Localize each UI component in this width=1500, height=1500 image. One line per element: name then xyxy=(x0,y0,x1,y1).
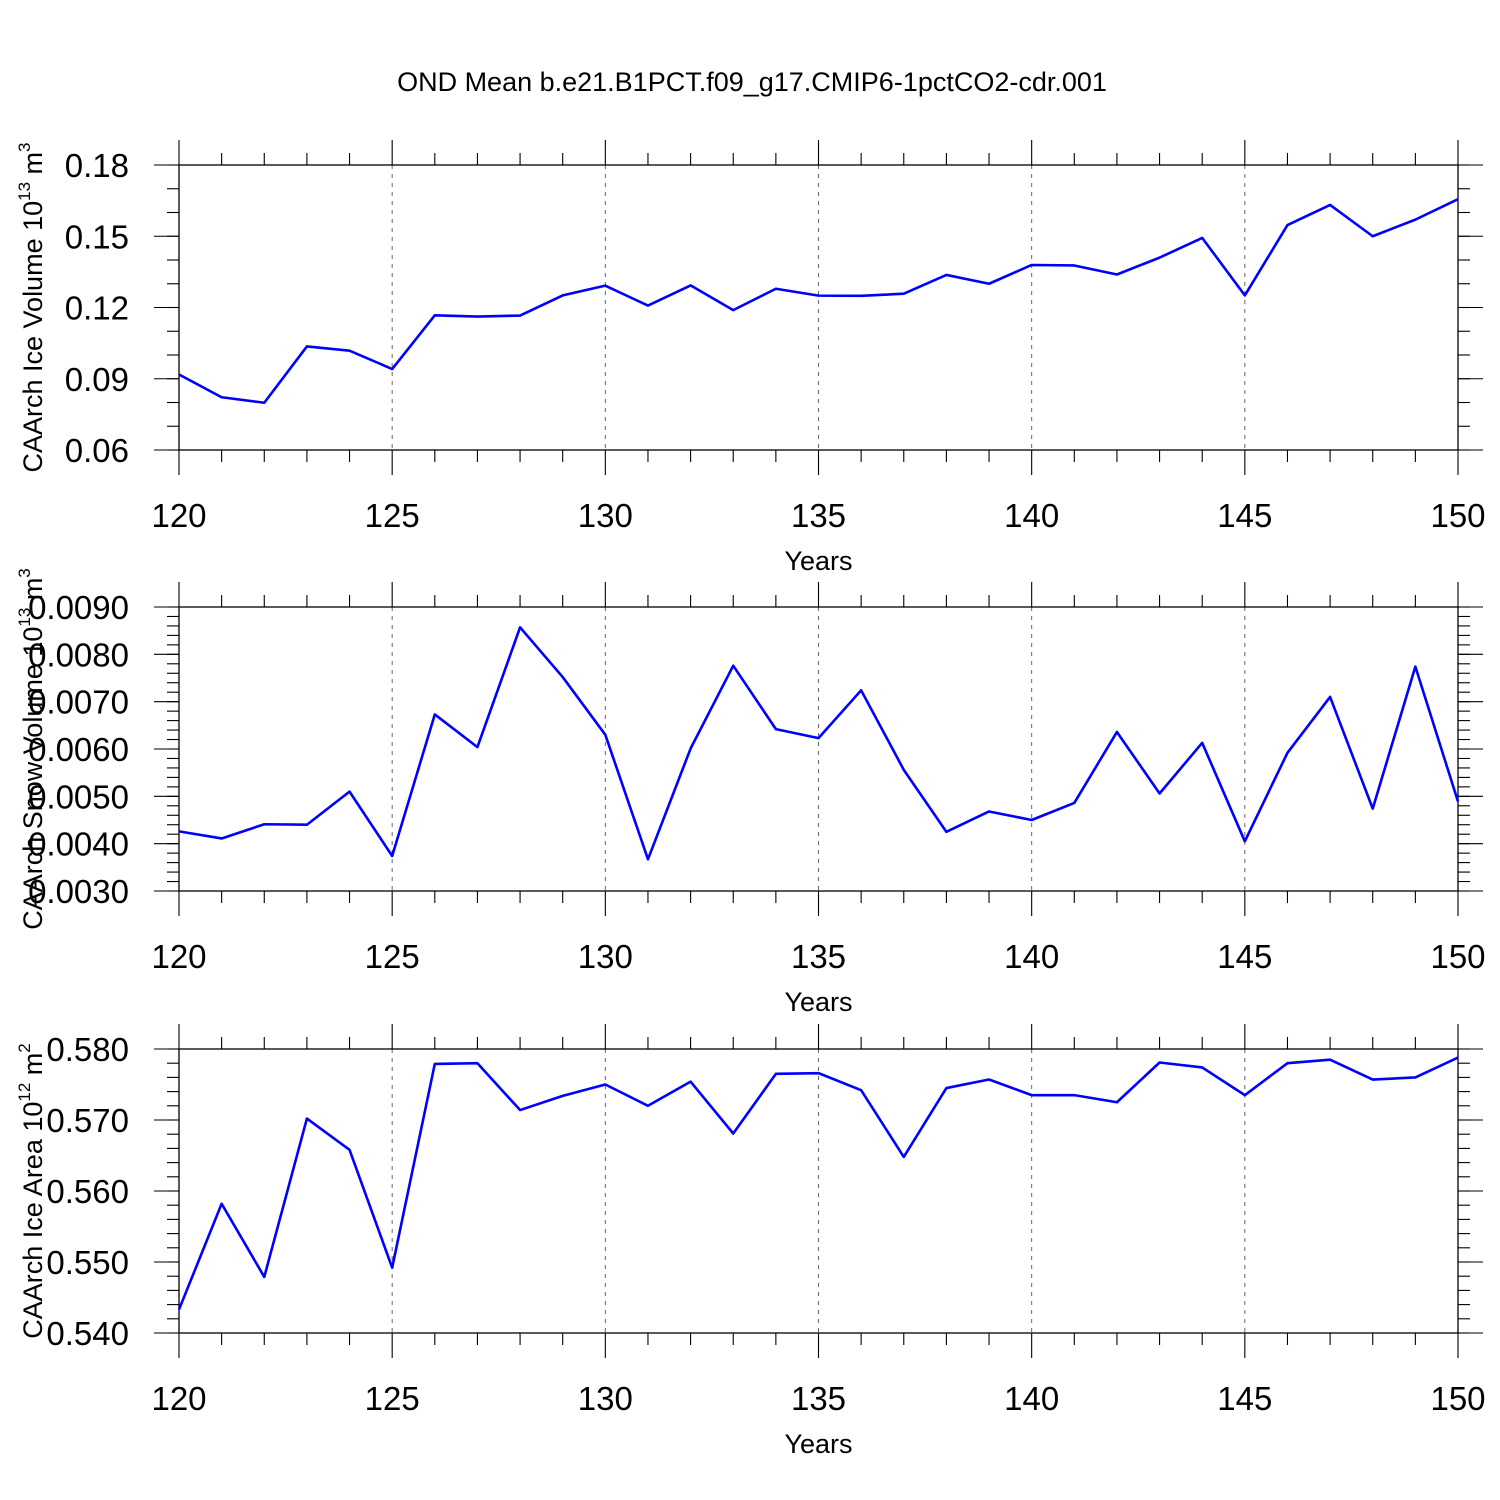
x-tick-label: 140 xyxy=(1004,1380,1059,1417)
x-tick-label: 145 xyxy=(1217,1380,1272,1417)
y-tick-label: 0.0080 xyxy=(28,636,129,673)
x-tick-label: 150 xyxy=(1430,1380,1485,1417)
y-tick-label: 0.12 xyxy=(65,290,129,327)
y-tick-label: 0.18 xyxy=(65,147,129,184)
x-tick-label: 120 xyxy=(151,497,206,534)
y-axis-label: CAArch Ice Area 1012 m2 xyxy=(15,1043,48,1339)
y-tick-label: 0.0090 xyxy=(28,589,129,626)
y-tick-label: 0.0030 xyxy=(28,873,129,910)
x-tick-label: 125 xyxy=(365,938,420,975)
series-line xyxy=(178,198,1459,405)
series-line xyxy=(177,1056,1459,1311)
y-tick-label: 0.0050 xyxy=(28,778,129,815)
x-axis-label: Years xyxy=(784,987,852,1017)
x-tick-label: 140 xyxy=(1004,497,1059,534)
x-tick-label: 130 xyxy=(578,938,633,975)
y-axis-label: CAArch Ice Volume 1013 m3 xyxy=(15,142,48,472)
x-tick-label: 130 xyxy=(578,1380,633,1417)
x-tick-label: 125 xyxy=(365,1380,420,1417)
y-tick-label: 0.560 xyxy=(46,1173,129,1210)
y-tick-label: 0.0070 xyxy=(28,684,129,721)
y-tick-label: 0.540 xyxy=(46,1315,129,1352)
y-tick-label: 0.09 xyxy=(65,361,129,398)
y-axis-label: CAArch Snow Volume 1013 m3 xyxy=(15,568,48,930)
x-tick-label: 145 xyxy=(1217,938,1272,975)
x-tick-label: 135 xyxy=(791,938,846,975)
x-tick-label: 135 xyxy=(791,1380,846,1417)
plot-frame xyxy=(178,164,1459,451)
panel-2: 0.0030 0.0040 0.0050 0.0060 0.0070 0.0080 0.00… xyxy=(15,568,1486,1017)
y-tick-label: 0.06 xyxy=(65,432,129,469)
plot-frame xyxy=(178,1048,1459,1334)
y-tick-label: 0.0060 xyxy=(28,731,129,768)
y-tick-label: 0.550 xyxy=(46,1244,129,1281)
y-tick-label: 0.0040 xyxy=(28,826,129,863)
plot-frame xyxy=(178,606,1459,892)
y-tick-label: 0.580 xyxy=(46,1031,129,1068)
series-line xyxy=(178,626,1460,861)
y-tick-label: 0.570 xyxy=(46,1102,129,1139)
x-tick-label: 120 xyxy=(151,1380,206,1417)
x-tick-label: 150 xyxy=(1430,938,1485,975)
x-tick-label: 145 xyxy=(1217,497,1272,534)
x-axis-label: Years xyxy=(784,546,852,576)
x-tick-label: 130 xyxy=(578,497,633,534)
panel-3: 0.540 0.550 0.560 0.570 0.580 120 125 130 135 140… xyxy=(15,1024,1486,1459)
y-tick-label: 0.15 xyxy=(65,218,129,255)
panels: 0.06 0.09 0.12 0.15 0.18 120 125 130 135 140 145 15… xyxy=(15,140,1486,1459)
x-tick-label: 125 xyxy=(365,497,420,534)
x-axis-label: Years xyxy=(784,1429,852,1459)
chart-title: OND Mean b.e21.B1PCT.f09_g17.CMIP6-1pctC… xyxy=(397,67,1107,97)
x-tick-label: 150 xyxy=(1430,497,1485,534)
panel-1: 0.06 0.09 0.12 0.15 0.18 120 125 130 135 140 145 15… xyxy=(15,140,1486,576)
x-tick-label: 140 xyxy=(1004,938,1059,975)
x-tick-label: 135 xyxy=(791,497,846,534)
x-tick-label: 120 xyxy=(151,938,206,975)
